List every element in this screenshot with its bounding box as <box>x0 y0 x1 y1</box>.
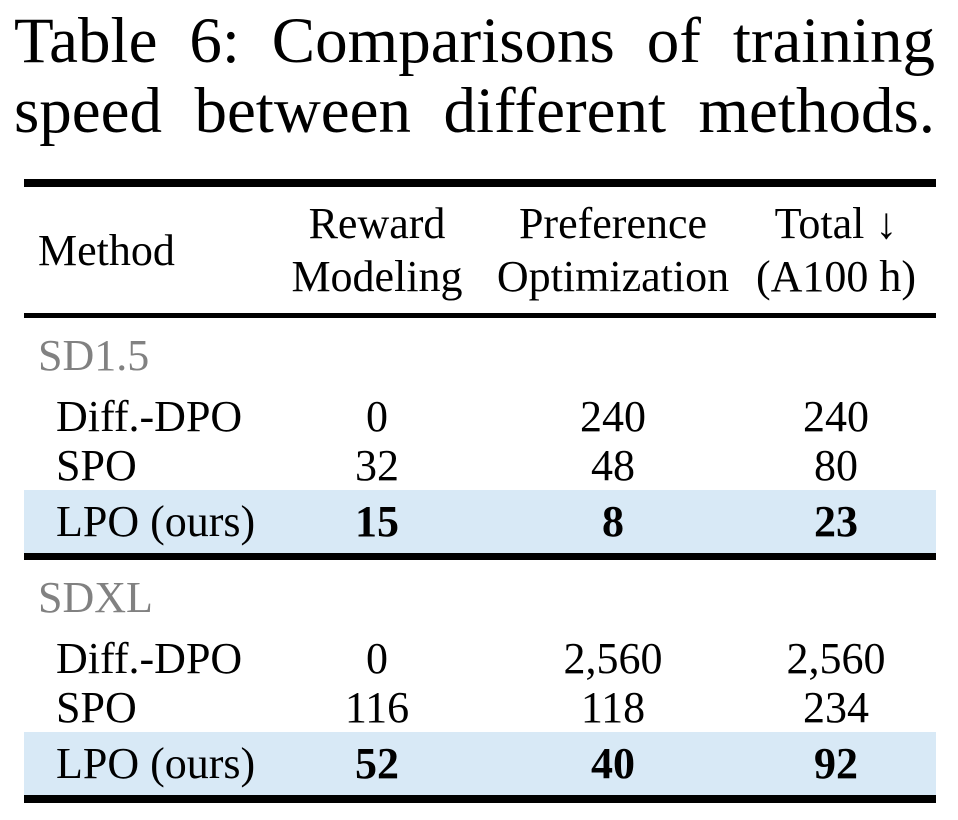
bottom-rule <box>24 795 936 803</box>
section-sdxl: SDXL Diff.-DPO 0 2,560 2,560 SPO 116 118… <box>24 560 936 795</box>
method-name: LPO (ours) <box>56 739 256 788</box>
reward-modeling-value: 52 <box>355 739 399 788</box>
table-caption: Table 6: Comparisons of training speed b… <box>14 6 935 146</box>
top-rule <box>24 179 936 187</box>
table-row-sdxl-diff-dpo: Diff.-DPO 0 2,560 2,560 <box>24 634 936 683</box>
preference-optimization-value: 2,560 <box>563 634 663 683</box>
header-line: Modeling <box>291 252 463 301</box>
header-line-with-down-arrow-icon: Total ↓ <box>774 199 898 248</box>
caption-line-2: speed between different methods. <box>14 75 935 147</box>
table-row-sdxl-spo: SPO 116 118 234 <box>24 683 936 732</box>
method-name: LPO (ours) <box>56 497 256 546</box>
section-sd15: SD1.5 Diff.-DPO 0 240 240 SPO 32 48 80 L… <box>24 318 936 553</box>
preference-optimization-value: 48 <box>591 441 635 490</box>
total-value: 2,560 <box>786 634 886 683</box>
caption-line-1: Table 6: Comparisons of training <box>14 5 935 77</box>
column-header-preference-optimization: Preference Optimization <box>490 197 736 303</box>
table-row-sd15-diff-dpo: Diff.-DPO 0 240 240 <box>24 392 936 441</box>
header-line: (A100 h) <box>755 252 917 301</box>
method-name: Diff.-DPO <box>56 634 243 683</box>
header-rule <box>24 313 936 318</box>
preference-optimization-value: 240 <box>580 392 646 441</box>
total-value: 80 <box>814 441 858 490</box>
section-label-sd15: SD1.5 <box>24 318 936 392</box>
table-header-row: Method Reward Modeling Preference Optimi… <box>24 187 936 313</box>
reward-modeling-value: 116 <box>344 683 410 732</box>
method-name: Diff.-DPO <box>56 392 243 441</box>
column-header-reward-modeling: Reward Modeling <box>264 197 490 303</box>
preference-optimization-value: 40 <box>591 739 635 788</box>
table-row-sd15-lpo-ours: LPO (ours) 15 8 23 <box>24 490 936 553</box>
table-row-sd15-spo: SPO 32 48 80 <box>24 441 936 490</box>
header-line: Preference <box>518 199 708 248</box>
reward-modeling-value: 32 <box>355 441 399 490</box>
column-header-method: Method <box>24 224 264 277</box>
total-value: 240 <box>803 392 869 441</box>
preference-optimization-value: 118 <box>580 683 646 732</box>
total-value: 234 <box>803 683 869 732</box>
total-value: 92 <box>814 739 858 788</box>
reward-modeling-value: 0 <box>366 392 388 441</box>
method-name: SPO <box>56 441 137 490</box>
section-label-sdxl: SDXL <box>24 560 936 634</box>
reward-modeling-value: 0 <box>366 634 388 683</box>
section-label-text: SDXL <box>38 572 153 622</box>
preference-optimization-value: 8 <box>602 497 624 546</box>
comparison-table: Method Reward Modeling Preference Optimi… <box>24 179 936 803</box>
section-label-text: SD1.5 <box>38 330 150 380</box>
column-header-total-a100h: Total ↓ (A100 h) <box>736 197 936 303</box>
method-name: SPO <box>56 683 137 732</box>
header-method-line: Method <box>38 225 175 275</box>
header-line: Reward <box>308 199 446 248</box>
header-line: Optimization <box>496 252 730 301</box>
section-divider-rule <box>24 553 936 560</box>
table-row-sdxl-lpo-ours: LPO (ours) 52 40 92 <box>24 732 936 795</box>
total-value: 23 <box>814 497 858 546</box>
reward-modeling-value: 15 <box>355 497 399 546</box>
